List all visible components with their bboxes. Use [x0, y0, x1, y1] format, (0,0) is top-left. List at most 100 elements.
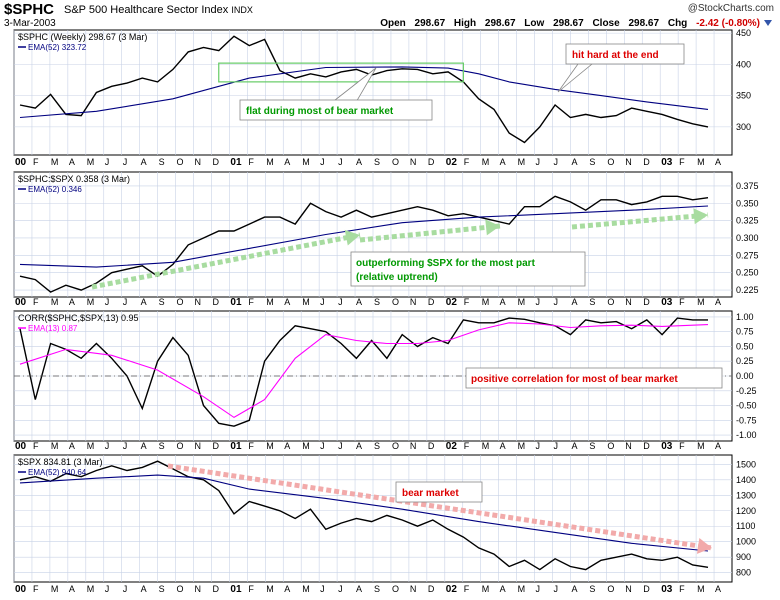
x-tick-label: D — [643, 584, 650, 594]
series-spx-ema — [19, 474, 709, 552]
y-tick-label: 1400 — [736, 475, 756, 485]
x-tick-label: D — [428, 584, 435, 594]
x-tick-label: A — [571, 297, 577, 307]
y-tick-label: 1100 — [736, 521, 755, 531]
annotation-flat: flat during most of bear market — [246, 106, 394, 117]
y-tick-label: 1000 — [736, 537, 756, 547]
x-tick-label: M — [266, 441, 274, 451]
x-tick-label: A — [69, 441, 75, 451]
open-label: Open — [380, 18, 406, 29]
x-tick-label: A — [715, 584, 721, 594]
x-tick-label: F — [248, 297, 254, 307]
x-tick-label: J — [536, 157, 541, 167]
x-tick-label: S — [374, 441, 380, 451]
x-tick-label: N — [410, 441, 417, 451]
arrow-uptrend-3-shaft — [571, 212, 709, 230]
y-tick-label: 1500 — [736, 459, 756, 469]
series-price-main — [19, 35, 709, 144]
x-tick-label: N — [625, 441, 632, 451]
x-tick-label: F — [679, 584, 685, 594]
x-tick-label: O — [607, 441, 614, 451]
series-price-ema — [19, 66, 709, 119]
x-tick-label: F — [679, 441, 685, 451]
x-tick-label: M — [266, 157, 274, 167]
x-tick-label: J — [554, 297, 559, 307]
x-tick-label: M — [87, 157, 95, 167]
x-tick-label: J — [105, 157, 110, 167]
arrow-uptrend-1-head — [344, 229, 360, 246]
open-value: 298.67 — [414, 18, 446, 29]
callout-box-correlation — [465, 367, 723, 389]
x-tick-label: J — [105, 441, 110, 451]
x-tick-label: S — [159, 441, 165, 451]
x-tick-label: F — [33, 584, 39, 594]
x-tick-label: N — [195, 297, 202, 307]
x-tick-label: M — [697, 157, 705, 167]
x-tick-label: J — [320, 441, 325, 451]
x-tick-label: S — [374, 297, 380, 307]
arrow-bear-market-head — [696, 538, 712, 554]
high-label: High — [453, 18, 477, 29]
x-tick-label: A — [141, 157, 147, 167]
index-tag: INDX — [231, 5, 253, 15]
x-tick-label: 01 — [230, 297, 242, 308]
x-tick-label: A — [69, 584, 75, 594]
x-tick-label: M — [302, 584, 310, 594]
arrow-uptrend-1-shaft — [91, 232, 361, 290]
dropdown-arrow-icon[interactable] — [764, 20, 772, 26]
x-tick-label: N — [625, 157, 632, 167]
legend-main-corr: CORR($SPHC,$SPX,13) 0.95 — [18, 313, 139, 323]
x-tick-label: O — [177, 297, 184, 307]
chg-value: -2.42 (-0.80%) — [696, 18, 760, 29]
x-tick-label: M — [482, 157, 490, 167]
x-tick-label: A — [356, 157, 362, 167]
x-tick-label: F — [33, 157, 39, 167]
legend-main-spx: $SPX 834.81 (3 Mar) — [18, 457, 103, 467]
x-tick-label: N — [625, 584, 632, 594]
index-name: S&P 500 Healthcare Sector Index INDX — [64, 4, 253, 16]
legend-ema-price: EMA(52) 323.72 — [28, 43, 87, 52]
x-tick-label: J — [536, 297, 541, 307]
x-tick-label: J — [123, 157, 128, 167]
x-tick-label: N — [195, 157, 202, 167]
x-tick-label: A — [500, 297, 506, 307]
x-tick-label: O — [177, 157, 184, 167]
x-tick-label: 00 — [15, 297, 27, 308]
x-tick-label: A — [715, 157, 721, 167]
x-tick-label: N — [410, 584, 417, 594]
stockcharts-watermark: @StockCharts.com — [687, 3, 774, 14]
x-tick-label: D — [643, 157, 650, 167]
x-tick-label: A — [715, 441, 721, 451]
x-tick-label: M — [266, 297, 274, 307]
x-tick-label: S — [159, 297, 165, 307]
x-tick-label: M — [518, 157, 526, 167]
annotation-outperform: outperforming $SPX for the most part — [356, 258, 536, 269]
y-tick-label: 0.375 — [736, 181, 759, 191]
ticker-symbol: $SPHC — [4, 1, 55, 18]
chart-header: $SPHC S&P 500 Healthcare Sector Index IN… — [0, 0, 780, 30]
x-tick-label: 00 — [15, 441, 27, 452]
x-tick-label: M — [87, 584, 95, 594]
y-tick-label: 0.325 — [736, 216, 759, 226]
x-tick-label: O — [177, 584, 184, 594]
low-value: 298.67 — [553, 18, 584, 29]
flat-range-box — [218, 62, 464, 83]
legend-ema-corr: EMA(13) 0.87 — [28, 324, 78, 333]
series-ratio-main — [19, 195, 709, 293]
legend-ema-ratio: EMA(52) 0.346 — [28, 185, 82, 194]
x-tick-label: J — [320, 584, 325, 594]
x-tick-label: A — [571, 441, 577, 451]
x-tick-label: O — [607, 157, 614, 167]
x-tick-label: 00 — [15, 584, 27, 595]
x-tick-label: J — [554, 157, 559, 167]
x-tick-label: A — [141, 441, 147, 451]
x-tick-label: D — [428, 441, 435, 451]
y-tick-label: 0.00 — [736, 371, 754, 381]
x-tick-label: A — [141, 584, 147, 594]
x-tick-label: F — [464, 297, 470, 307]
x-tick-label: J — [554, 584, 559, 594]
x-tick-label: S — [589, 441, 595, 451]
y-tick-label: -0.75 — [736, 415, 757, 425]
y-tick-label: -1.00 — [736, 430, 757, 440]
